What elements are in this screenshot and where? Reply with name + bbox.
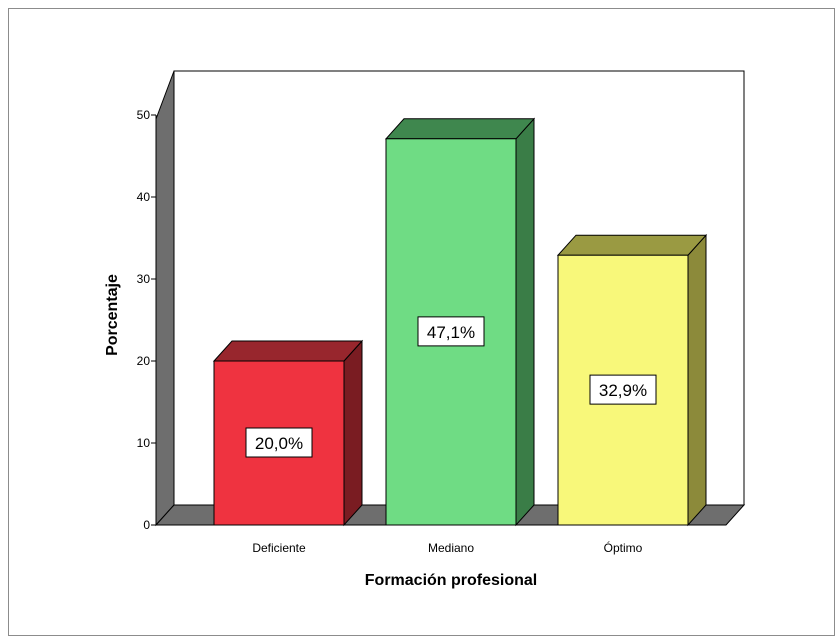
data-label-text: 20,0% — [255, 434, 303, 453]
data-label: 20,0% — [245, 427, 313, 458]
x-category-label: Óptimo — [604, 540, 643, 555]
y-axis-title: Porcentaje — [104, 274, 121, 356]
chart-frame: 0 10 20 30 40 50 20,0% 47,1% 32,9% Deficiente Me… — [8, 8, 835, 636]
data-label: 32,9% — [589, 374, 657, 405]
y-tick-label: 0 — [143, 518, 150, 532]
data-label-box — [417, 316, 485, 347]
bar-side — [687, 233, 707, 527]
x-category-label: Mediano — [428, 541, 474, 555]
bar-1: 20,0% — [212, 339, 364, 527]
bar-top — [384, 118, 536, 140]
y-tick-label: 10 — [137, 436, 151, 450]
x-axis-title: Formación profesional — [365, 572, 537, 589]
y-tick-label: 40 — [137, 190, 151, 204]
bar-side — [343, 339, 363, 527]
bar-2: 47,1% — [384, 117, 536, 527]
data-label-box — [589, 374, 657, 405]
side-wall — [155, 70, 175, 527]
bars: 20,0% 47,1% 32,9% — [212, 117, 708, 527]
y-tick-label: 30 — [137, 272, 151, 286]
data-label-text: 47,1% — [427, 323, 475, 342]
data-label: 47,1% — [417, 316, 485, 347]
bar-side — [515, 117, 535, 527]
bar-top — [556, 234, 708, 256]
x-category-label: Deficiente — [252, 541, 306, 555]
bar-3: 32,9% — [556, 233, 708, 527]
y-tick-label: 20 — [137, 354, 151, 368]
y-axis: 0 10 20 30 40 50 — [137, 108, 157, 532]
data-label-box — [245, 427, 313, 458]
data-label-text: 32,9% — [599, 381, 647, 400]
category-labels: Deficiente Mediano Óptimo — [252, 540, 642, 555]
y-tick-label: 50 — [137, 108, 151, 122]
bar-chart: 0 10 20 30 40 50 20,0% 47,1% 32,9% Deficiente Me… — [104, 70, 746, 589]
bar-top — [212, 340, 364, 362]
